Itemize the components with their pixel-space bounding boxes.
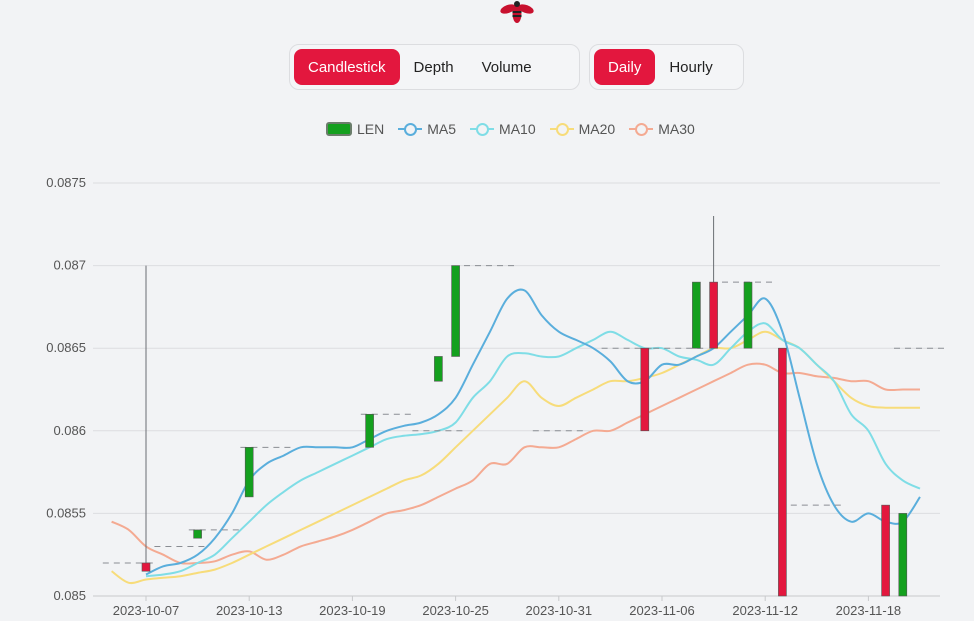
daily-button[interactable]: Daily	[594, 49, 656, 85]
series-line-ma20	[111, 330, 920, 585]
legend-item-ma10[interactable]: MA10	[470, 121, 536, 137]
hourly-button[interactable]: Hourly	[669, 58, 713, 76]
candle-body	[709, 281, 718, 349]
legend-label-ma5: MA5	[427, 121, 457, 137]
legend-swatch-ma30	[629, 122, 654, 136]
candle-body	[743, 281, 753, 349]
legend-item-ma20[interactable]: MA20	[549, 121, 616, 137]
x-tick-label: 2023-10-13	[216, 603, 283, 618]
chart-type-selector: Candlestick Depth Volume	[289, 44, 580, 90]
candle-body	[193, 529, 202, 539]
legend-swatch-ma10	[470, 122, 495, 136]
candle-body	[244, 447, 254, 498]
legend-item-ma30[interactable]: MA30	[629, 121, 695, 137]
y-tick-label: 0.087	[53, 258, 86, 273]
x-tick-label: 2023-10-31	[526, 603, 593, 618]
legend-swatch-len	[326, 122, 352, 136]
chart-legend: LEN MA5 MA10 MA20 MA30	[326, 121, 709, 137]
volume-button[interactable]: Volume	[481, 58, 532, 76]
depth-button[interactable]: Depth	[413, 58, 454, 76]
candle-body	[141, 562, 151, 572]
series-line-ma10	[145, 322, 921, 578]
candle-body	[640, 347, 650, 432]
candle-body	[881, 504, 890, 597]
legend-swatch-ma20	[549, 122, 574, 136]
candle-body	[898, 513, 908, 597]
y-tick-label: 0.0855	[46, 505, 86, 520]
x-tick-label: 2023-11-06	[629, 603, 695, 618]
legend-label-len: LEN	[357, 121, 385, 137]
legend-label-ma10: MA10	[499, 121, 536, 137]
x-tick-label: 2023-10-19	[319, 603, 386, 618]
y-tick-label: 0.085	[53, 588, 86, 603]
x-tick-label: 2023-11-12	[732, 603, 798, 618]
legend-item-ma5[interactable]: MA5	[398, 121, 456, 137]
y-tick-label: 0.0865	[46, 340, 86, 355]
legend-item-len[interactable]: LEN	[326, 121, 384, 137]
series-line-ma5	[145, 288, 921, 576]
y-tick-label: 0.0875	[46, 175, 86, 190]
candlestick-button[interactable]: Candlestick	[294, 49, 400, 85]
candle-body	[692, 281, 701, 349]
interval-selector: Daily Hourly	[589, 44, 744, 90]
candle-body	[451, 265, 460, 357]
candle-body	[778, 347, 787, 597]
x-tick-label: 2023-11-18	[836, 603, 902, 618]
x-tick-label: 2023-10-07	[113, 603, 180, 618]
legend-label-ma30: MA30	[658, 121, 695, 137]
bee-logo-icon	[500, 1, 534, 23]
candle-body	[365, 413, 374, 448]
legend-swatch-ma5	[398, 122, 423, 136]
legend-label-ma20: MA20	[578, 121, 616, 137]
y-tick-label: 0.086	[53, 423, 86, 438]
candle-body	[434, 356, 443, 382]
x-tick-label: 2023-10-25	[422, 603, 489, 618]
